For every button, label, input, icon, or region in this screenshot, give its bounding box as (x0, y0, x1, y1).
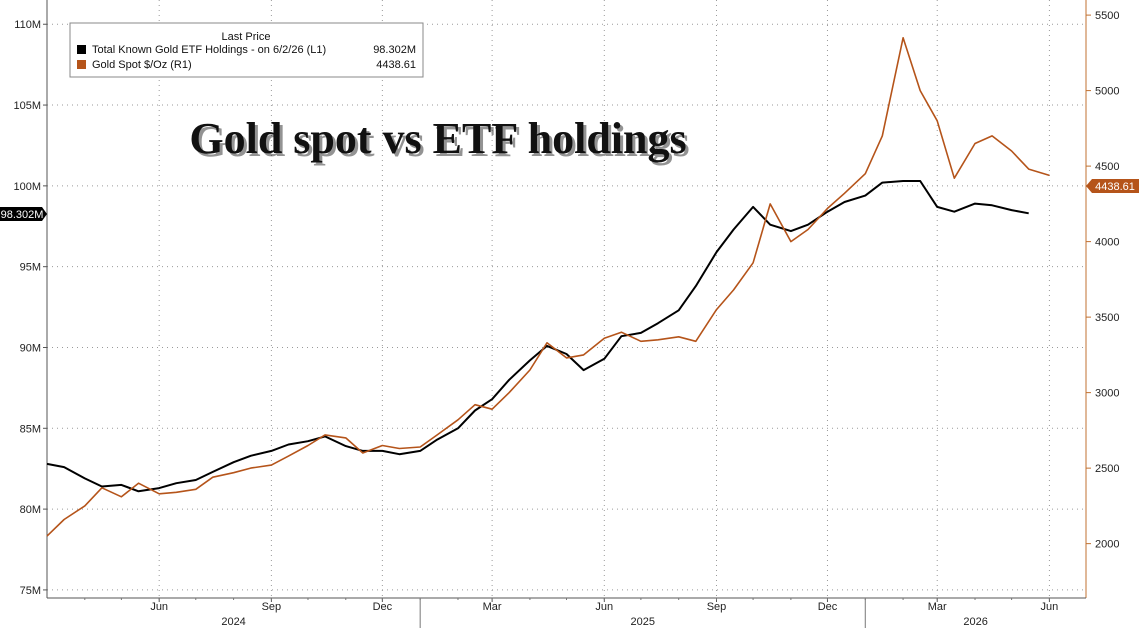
x-tick-label: Jun (595, 601, 613, 613)
series-layer (46, 36, 1050, 537)
right-tick-label: 2000 (1095, 539, 1119, 551)
right-flag-label: 4438.61 (1095, 181, 1135, 193)
legend-box (69, 22, 424, 78)
left-tick-label: 80M (20, 504, 41, 516)
right-tick-label: 3000 (1095, 388, 1119, 400)
left-tick-label: 110M (14, 19, 41, 31)
year-label: 2025 (630, 616, 654, 628)
x-tick-label: Jun (150, 601, 168, 613)
left-last-value-flag: 98.302M (0, 207, 47, 221)
year-label: 2024 (221, 616, 245, 628)
legend-value-gold: 4438.61 (376, 59, 416, 71)
right-tick-label: 4000 (1095, 237, 1119, 249)
right-flag-shape (1086, 179, 1139, 193)
left-tick-label: 100M (13, 181, 41, 193)
left-flag-shape (0, 207, 47, 221)
x-tick-label: Sep (262, 601, 282, 613)
chart-title: Gold spot vs ETF holdings (189, 114, 686, 163)
left-axis-ticks: 75M 80M 85M 90M 95M 100M 105M 110M (13, 19, 47, 597)
x-tick-label: Mar (928, 601, 947, 613)
x-tick-label: Sep (707, 601, 727, 613)
legend-header: Last Price (222, 31, 271, 43)
left-tick-label: 85M (20, 423, 41, 435)
right-last-value-flag: 4438.61 (1086, 179, 1139, 193)
right-tick-label: 2500 (1095, 463, 1119, 475)
legend-swatch-etf (77, 45, 86, 54)
left-tick-label: 95M (20, 262, 41, 274)
x-tick-label: Jun (1041, 601, 1059, 613)
x-tick-label: Mar (483, 601, 502, 613)
chart-title-shadow: Gold spot vs ETF holdings (192, 117, 689, 166)
legend: Last Price Total Known Gold ETF Holdings… (69, 22, 424, 78)
left-flag-label: 98.302M (1, 209, 44, 221)
right-tick-label: 4500 (1095, 161, 1119, 173)
legend-label-gold: Gold Spot $/Oz (R1) (92, 59, 192, 71)
left-tick-label: 105M (13, 100, 41, 112)
year-label: 2026 (963, 616, 987, 628)
series-line-etf-holdings (46, 180, 1029, 493)
x-axis-ticks: Jun Sep Dec Mar Jun Sep Dec Mar Jun 2024 2025 2026 (84, 598, 1059, 628)
right-tick-label: 5500 (1095, 10, 1119, 22)
legend-swatch-gold (77, 60, 86, 69)
grid-lines (47, 0, 1086, 598)
x-tick-label: Dec (373, 601, 393, 613)
left-tick-label: 90M (20, 342, 41, 354)
right-tick-label: 3500 (1095, 312, 1119, 324)
right-tick-label: 5000 (1095, 86, 1119, 98)
x-tick-label: Dec (818, 601, 838, 613)
series-line-gold-spot (46, 36, 1050, 537)
left-tick-label: 75M (20, 585, 41, 597)
legend-label-etf: Total Known Gold ETF Holdings - on 6/2/2… (92, 44, 326, 56)
legend-value-etf: 98.302M (373, 44, 416, 56)
right-axis-ticks: 2000 2500 3000 3500 4000 4500 5000 5500 (1086, 10, 1119, 551)
